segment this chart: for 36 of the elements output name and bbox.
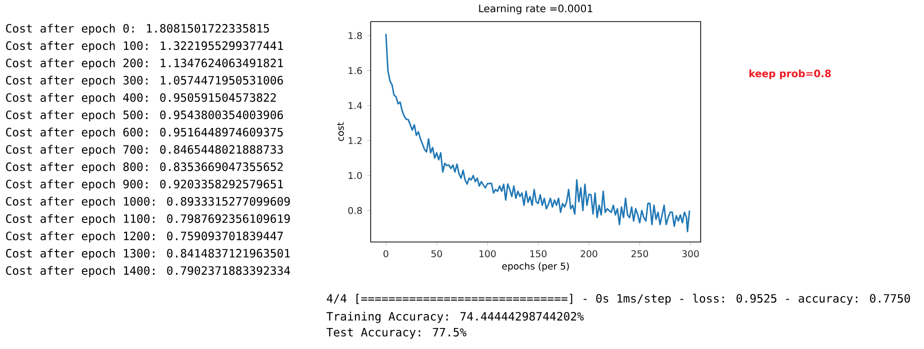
y-tick-label: 1.8 <box>348 32 362 39</box>
text: 4/4 [==============================] - 0s 1ms/step - loss: 0.9525 - accuracy: 0.7750 <box>326 294 910 305</box>
x-tick-label: 100 <box>480 250 496 258</box>
y-tick-label: 1.0 <box>348 172 362 179</box>
line-series <box>385 32 690 232</box>
text: Training Accuracy: 74.44444298744202% <box>326 312 584 323</box>
x-tick-label: 0 <box>384 250 388 258</box>
y-tick-label: 1.6 <box>348 66 362 74</box>
y-tick-label: 0.8 <box>348 206 362 214</box>
text: Cost after epoch 0: 1.8081501722335815 <box>6 24 269 35</box>
text: Cost after epoch 1100: 0.7987692356109619 <box>6 214 290 226</box>
text: Cost after epoch 1300: 0.8414837121963501 <box>6 248 290 260</box>
y-axis-title: cost <box>337 122 344 141</box>
text: Cost after epoch 1000: 0.8933315277099609 <box>6 196 290 208</box>
text: Cost after epoch 500: 0.9543800354003906 <box>6 110 283 122</box>
chart-title: Learning rate =0.0001 <box>479 4 592 14</box>
text: Cost after epoch 300: 1.0574471950531006 <box>6 76 283 87</box>
text: keep prob=0.8 <box>749 69 831 80</box>
x-tick-label: 50 <box>431 250 442 258</box>
x-tick-label: 150 <box>530 250 546 258</box>
text: Cost after epoch 600: 0.9516448974609375 <box>6 127 283 139</box>
text: Cost after epoch 1400: 0.7902371883392334 <box>6 266 290 277</box>
text: Cost after epoch 1200: 0.759093701839447 <box>6 231 283 242</box>
text: Cost after epoch 100: 1.3221955299377441 <box>6 40 283 52</box>
y-tick-label: 1.2 <box>348 136 362 144</box>
text: Test Accuracy: 77.5% <box>326 328 466 339</box>
text: Cost after epoch 900: 0.9203358292579651 <box>6 179 283 190</box>
x-axis-title: epochs (per 5) <box>502 262 569 272</box>
y-tick-label: 1.4 <box>348 102 362 109</box>
text: Cost after epoch 400: 0.950591504573822 <box>6 92 276 104</box>
x-tick-label: 200 <box>580 250 598 258</box>
x-tick-label: 300 <box>682 250 699 258</box>
text: Cost after epoch 700: 0.8465448021888733 <box>6 144 283 156</box>
text: Cost after epoch 200: 1.1347624063491821 <box>6 58 283 70</box>
text: Cost after epoch 800: 0.8353669047355652 <box>6 162 283 174</box>
x-tick-label: 250 <box>632 250 648 258</box>
